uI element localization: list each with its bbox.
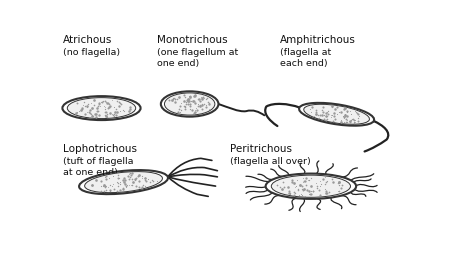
- Text: Atrichous: Atrichous: [63, 35, 112, 45]
- Ellipse shape: [161, 91, 219, 117]
- Text: (flagella at
each end): (flagella at each end): [280, 49, 331, 68]
- Text: Monotrichous: Monotrichous: [156, 35, 227, 45]
- Ellipse shape: [265, 174, 356, 199]
- Ellipse shape: [164, 93, 215, 115]
- Text: (tuft of flagella
at one end): (tuft of flagella at one end): [63, 158, 133, 177]
- Text: Amphitrichous: Amphitrichous: [280, 35, 356, 45]
- Text: Peritrichous: Peritrichous: [230, 144, 292, 154]
- Text: Lophotrichous: Lophotrichous: [63, 144, 137, 154]
- Ellipse shape: [299, 103, 374, 126]
- Ellipse shape: [79, 170, 168, 194]
- Ellipse shape: [271, 175, 350, 197]
- Ellipse shape: [67, 98, 136, 119]
- Ellipse shape: [85, 172, 163, 193]
- Ellipse shape: [304, 104, 369, 124]
- Text: (no flagella): (no flagella): [63, 49, 120, 57]
- Text: (flagella all over): (flagella all over): [230, 158, 311, 166]
- Ellipse shape: [63, 96, 141, 120]
- Text: (one flagellum at
one end): (one flagellum at one end): [156, 49, 238, 68]
